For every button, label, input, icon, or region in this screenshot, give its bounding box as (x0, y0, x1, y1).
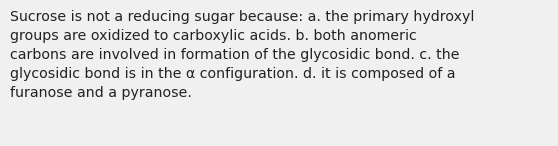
Text: Sucrose is not a reducing sugar because: a. the primary hydroxyl
groups are oxid: Sucrose is not a reducing sugar because:… (10, 10, 474, 100)
